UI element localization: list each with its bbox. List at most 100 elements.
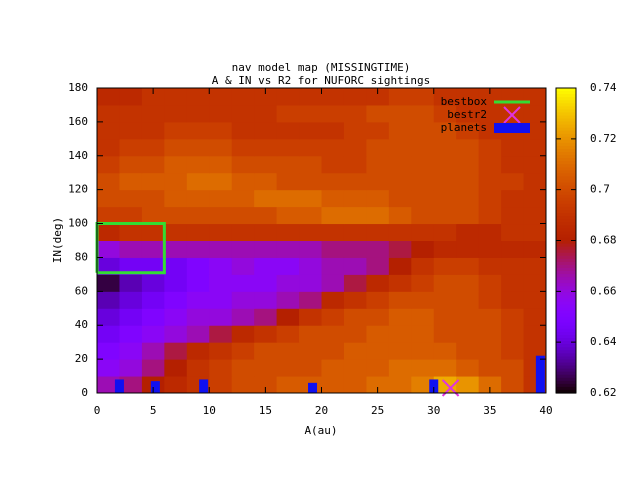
heatmap-cell [231,240,255,258]
colorbar-gradient [556,176,576,181]
legend-label: bestr2 [447,108,487,121]
heatmap-cell [299,308,322,326]
colorbar-gradient [556,216,576,220]
heatmap-cell [411,274,435,292]
heatmap-cell [388,291,412,309]
heatmap-cell [231,257,255,275]
heatmap-cell [456,155,480,174]
heatmap-cell [433,308,457,326]
heatmap-cell [366,104,390,123]
heatmap-cell [343,206,367,225]
heatmap-cell [321,308,345,326]
colorbar-gradient [556,316,576,321]
heatmap-cell [523,104,547,123]
heatmap-cell [433,206,457,225]
heatmap-cell [366,257,390,275]
heatmap-cell [276,376,300,394]
heatmap-cell [276,325,300,343]
heatmap-cell [433,291,457,309]
heatmap-cell [456,359,480,377]
colorbar-gradient [556,142,576,147]
colorbar-gradient [556,91,576,95]
heatmap-cell [299,291,322,309]
legend-label: bestbox [441,95,488,108]
colorbar-gradient [556,341,576,345]
colorbar-gradient [556,335,576,339]
heatmap-cell [186,206,210,225]
colorbar-gradient [556,203,576,208]
colorbar-gradient [556,118,576,123]
heatmap-cell [366,155,390,174]
heatmap-cell [97,121,120,140]
heatmap-cell [119,376,143,394]
heatmap-cell [119,308,143,326]
colorbar-gradient [556,365,576,370]
heatmap-cell [186,223,210,241]
heatmap-cell [299,359,322,377]
colorbar-gradient [556,353,576,357]
heatmap-cell [299,138,322,157]
planet-bar [114,379,124,393]
colorbar-gradient [556,206,576,211]
heatmap-cell [119,206,143,225]
heatmap-cell [141,359,165,377]
heatmap-cell [478,274,502,292]
heatmap-cell [411,104,435,123]
colorbar-gradient [556,182,576,187]
heatmap-cell [343,240,367,258]
heatmap-cell [164,138,188,157]
colorbar-gradient [556,173,576,178]
heatmap-cell [321,172,345,191]
colorbar-gradient [556,322,576,327]
heatmap [97,88,547,394]
heatmap-cell [299,121,322,140]
heatmap-cell [119,155,143,174]
heatmap-cell [231,325,255,343]
heatmap-cell [456,172,480,191]
heatmap-cell [231,121,255,140]
heatmap-cell [141,342,165,360]
heatmap-cell [411,291,435,309]
colorbar-gradient [556,158,576,162]
heatmap-cell [501,376,525,394]
heatmap-cell [119,274,143,292]
heatmap-cell [97,206,120,225]
heatmap-cell [411,88,435,106]
heatmap-cell [366,376,390,394]
colorbar-gradient [556,356,576,361]
heatmap-cell [254,223,278,241]
heatmap-cell [388,121,412,140]
heatmap-cell [141,155,165,174]
heatmap-cell [141,206,165,225]
colorbar-gradient [556,368,576,373]
colorbar-gradient [556,121,576,126]
heatmap-cell [186,121,210,140]
heatmap-cell [164,223,188,241]
heatmap-cell [186,104,210,123]
heatmap-cell [119,325,143,343]
heatmap-cell [321,257,345,275]
heatmap-cell [141,308,165,326]
heatmap-cell [209,206,233,225]
heatmap-cell [186,325,210,343]
heatmap-cell [501,189,525,208]
heatmap-cell [501,291,525,309]
heatmap-cell [411,240,435,258]
heatmap-cell [164,325,188,343]
heatmap-cell [186,359,210,377]
heatmap-cell [164,308,188,326]
heatmap-cell [411,138,435,157]
colorbar-gradient [556,313,576,318]
colorbar-gradient [556,231,576,235]
heatmap-cell [366,359,390,377]
colorbar-gradient [556,155,576,159]
colorbar-gradient [556,210,576,214]
heatmap-cell [321,104,345,123]
heatmap-cell [478,155,502,174]
heatmap-cell [456,376,480,394]
heatmap-cell [254,88,278,106]
heatmap-cell [276,88,300,106]
colorbar-gradient [556,124,576,129]
heatmap-cell [97,138,120,157]
colorbar-gradient [556,109,576,113]
